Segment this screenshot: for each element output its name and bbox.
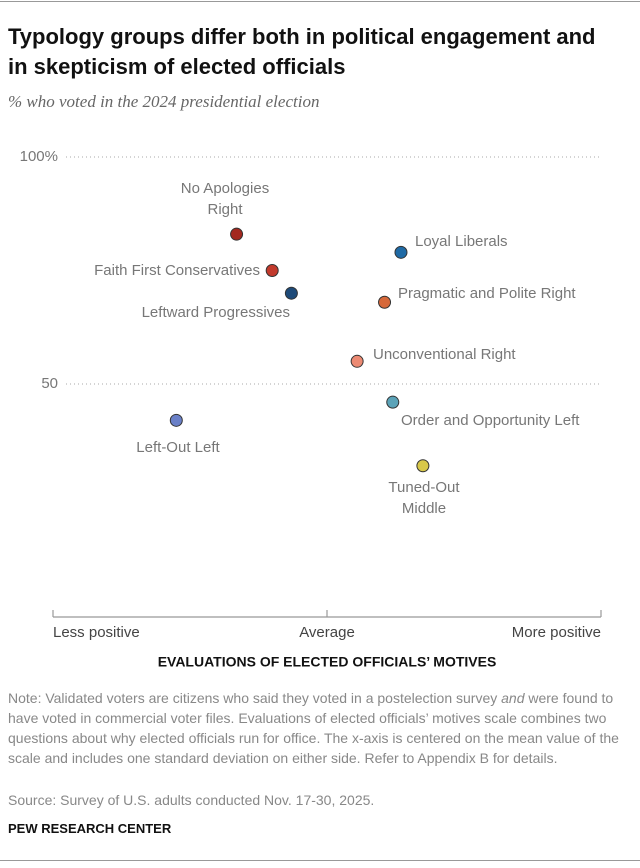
chart-title: Typology groups differ both in political… [8,24,596,79]
brand: PEW RESEARCH CENTER [8,821,172,836]
point [230,227,244,241]
point [378,295,392,309]
x-axis-title: EVALUATIONS OF ELECTED OFFICIALS’ MOTIVE… [158,654,497,670]
x-tick-label: More positive [512,624,601,641]
chart-subtitle: % who voted in the 2024 presidential ele… [8,92,320,111]
point-label: Order and Opportunity Left [401,412,580,429]
point [265,264,279,277]
point-label: Unconventional Right [373,346,516,363]
x-tick-label: Average [299,624,355,641]
note-emphasis: and [501,690,525,706]
x-tick-label: Less positive [53,624,140,641]
point-label: Faith First Conservatives [94,262,260,279]
top-rule [0,1,640,2]
point-label: Tuned-Out Middle [388,479,460,517]
point [416,459,430,473]
point [284,286,298,300]
note-text: Note: Validated voters are citizens who … [8,690,498,706]
note-text: were found to have voted in commercial v… [8,690,619,766]
chart: 100% 50 Less positive Average More positive E… [20,148,602,670]
point-label: Left-Out Left [136,439,220,456]
note: Note: Validated voters are citizens who … [8,688,623,768]
point [169,413,183,427]
point-label: No Apologies Right [180,180,270,218]
bottom-rule [0,860,640,861]
y-tick-label: 50 [41,375,58,392]
point [386,395,400,409]
source: Source: Survey of U.S. adults conducted … [8,792,375,808]
point-label: Leftward Progressives [141,304,290,321]
y-tick-label: 100% [20,148,58,165]
point [394,245,408,259]
point-label: Pragmatic and Polite Right [398,285,576,302]
point-label: Loyal Liberals [415,233,508,250]
point [350,354,364,368]
